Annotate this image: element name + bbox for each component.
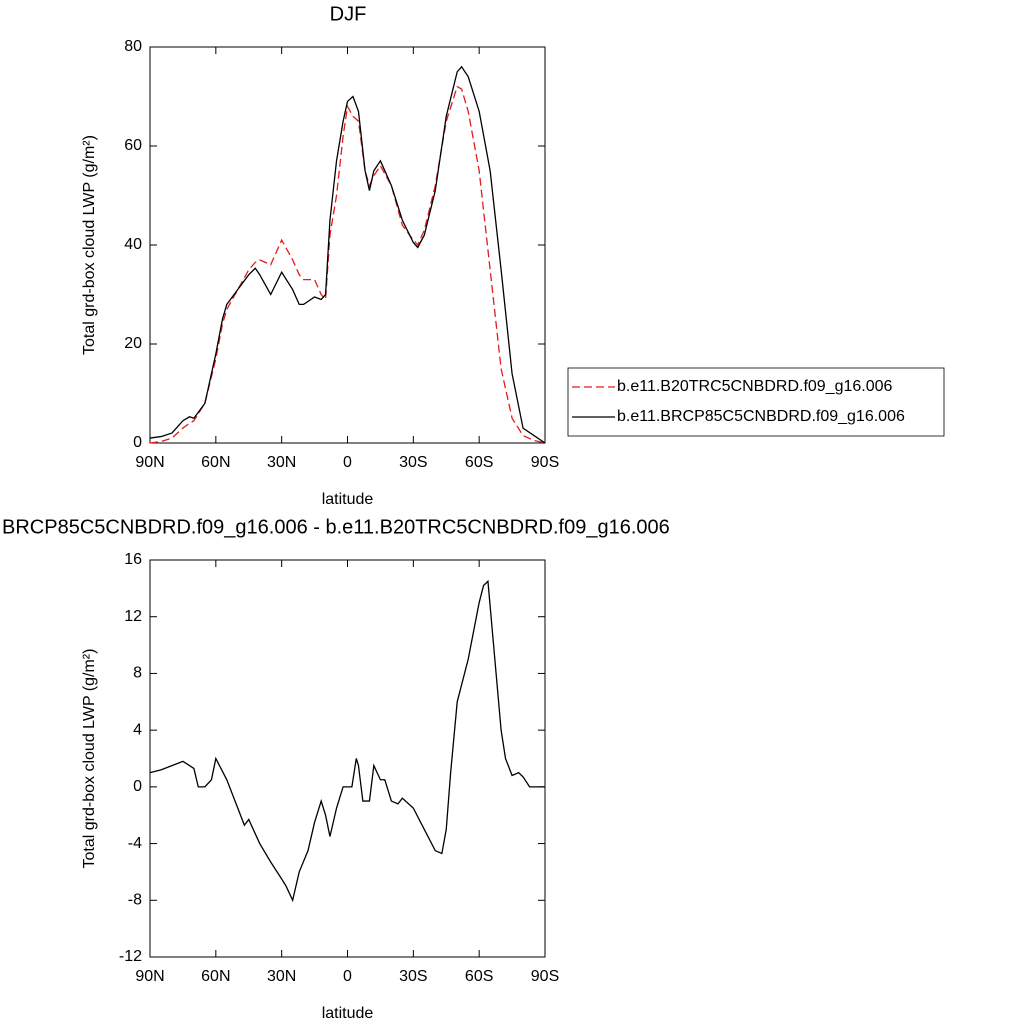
x-tick-label: 60S — [465, 968, 493, 985]
x-tick-label: 0 — [343, 454, 352, 471]
legend-label: b.e11.BRCP85C5CNBDRD.f09_g16.006 — [617, 408, 905, 425]
x-axis-label: latitude — [322, 491, 374, 508]
x-tick-label: 0 — [343, 968, 352, 985]
legend-label: b.e11.B20TRC5CNBDRD.f09_g16.006 — [617, 378, 893, 395]
y-tick-label: 4 — [133, 721, 142, 738]
y-axis-label: Total grd-box cloud LWP (g/m²) — [81, 649, 98, 869]
chart-title: DJF — [330, 3, 367, 25]
y-tick-label: 0 — [133, 434, 142, 451]
x-tick-label: 90N — [135, 454, 164, 471]
y-tick-label: 12 — [124, 608, 142, 625]
y-axis-label: Total grd-box cloud LWP (g/m²) — [81, 135, 98, 355]
plot-frame — [149, 559, 546, 958]
y-tick-label: 80 — [124, 38, 142, 55]
y-tick-label: -12 — [119, 948, 142, 965]
x-tick-label: 60S — [465, 454, 493, 471]
y-tick-label: 60 — [124, 137, 142, 154]
x-tick-label: 30S — [399, 454, 427, 471]
x-axis-label: latitude — [322, 1005, 374, 1022]
y-tick-label: 20 — [124, 335, 142, 352]
x-tick-label: 90N — [135, 968, 164, 985]
y-tick-label: 0 — [133, 778, 142, 795]
x-tick-label: 90S — [531, 454, 559, 471]
data-line — [149, 85, 546, 444]
data-line — [149, 65, 546, 444]
y-tick-label: -8 — [128, 892, 142, 909]
x-tick-label: 90S — [531, 968, 559, 985]
data-line — [149, 579, 545, 903]
x-tick-label: 30S — [399, 968, 427, 985]
chart-title: BRCP85C5CNBDRD.f09_g16.006 - b.e11.B20TR… — [2, 516, 670, 538]
y-tick-label: 16 — [124, 551, 142, 568]
legend-box — [567, 367, 945, 437]
x-tick-label: 30N — [267, 454, 296, 471]
y-tick-label: 8 — [133, 665, 142, 682]
y-tick-label: -4 — [128, 835, 142, 852]
x-tick-label: 60N — [201, 454, 230, 471]
x-tick-label: 30N — [267, 968, 296, 985]
y-tick-label: 40 — [124, 236, 142, 253]
x-tick-label: 60N — [201, 968, 230, 985]
